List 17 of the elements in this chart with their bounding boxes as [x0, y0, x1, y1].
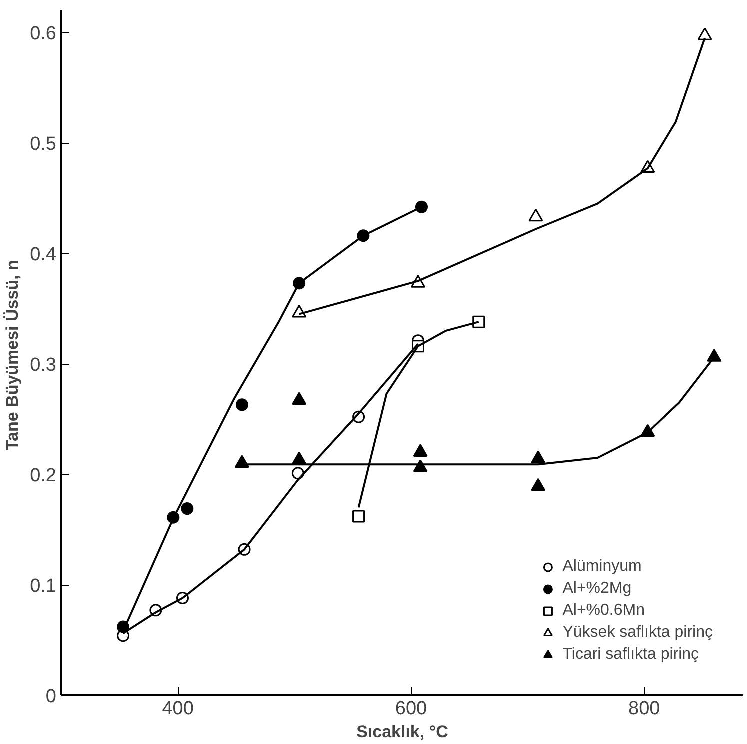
x-tick-label: 800 [628, 698, 660, 720]
x-tick-label: 600 [395, 698, 428, 720]
x-tick-label: 400 [162, 698, 194, 720]
y-axis-title: Tane Büyümesi Üssü, n [3, 260, 22, 451]
x-axis-title: Sıcaklık, °C [356, 722, 448, 742]
y-tick-label: 0.4 [30, 244, 57, 266]
y-tick-label: 0.1 [30, 576, 57, 598]
legend-label: Al+%0.6Mn [562, 602, 645, 620]
y-tick-label: 0 [46, 686, 57, 708]
legend-label: Alüminyum [562, 558, 642, 576]
y-tick-label: 0.2 [30, 466, 57, 487]
legend-label: Al+%2Mg [562, 580, 632, 598]
y-tick-label: 0.5 [30, 134, 57, 156]
legend-label: Yüksek saflıkta pirinç [562, 624, 713, 642]
y-tick-label: 0.3 [30, 355, 57, 376]
legend-label: Ticari saflıkta pirinç [562, 646, 700, 664]
y-tick-label: 0.6 [30, 24, 57, 45]
